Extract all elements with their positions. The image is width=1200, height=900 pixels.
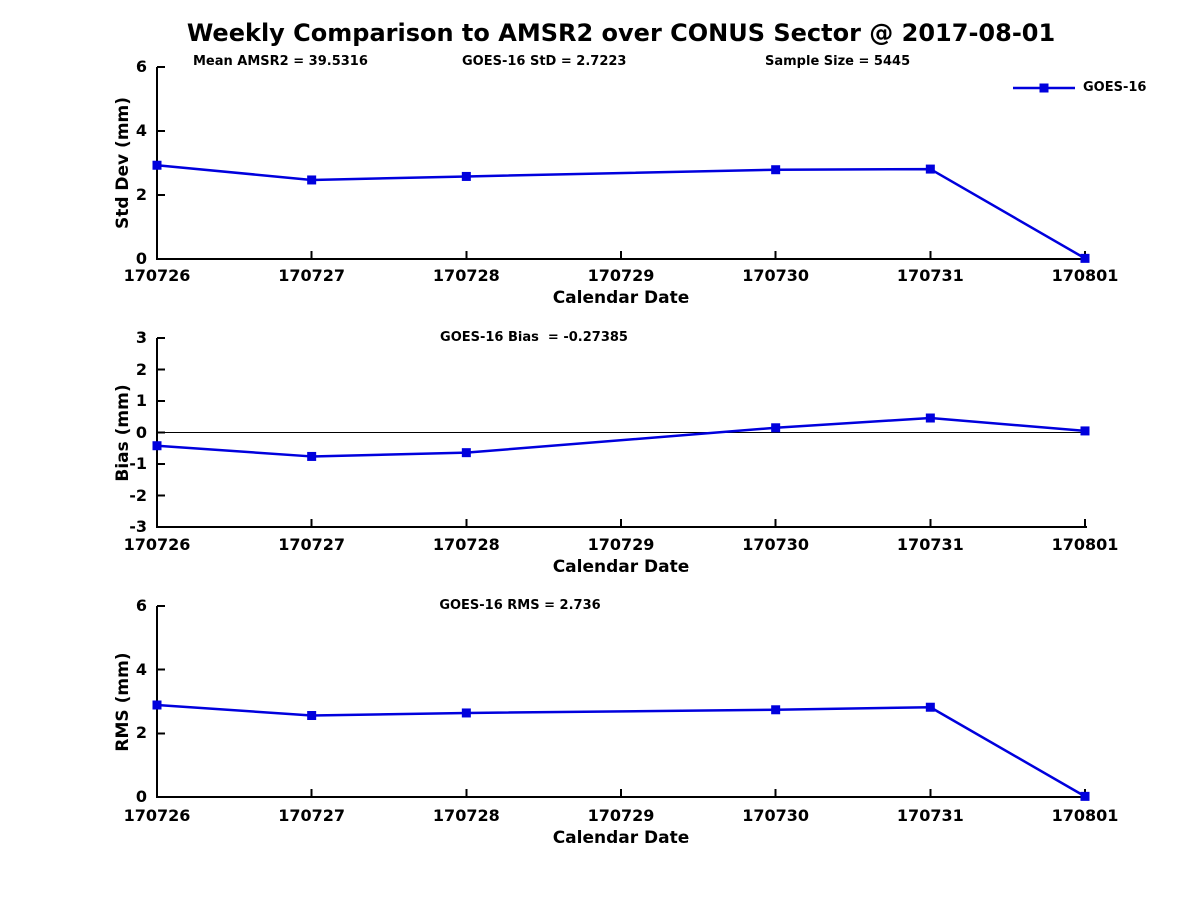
x-tick-label: 170727	[278, 806, 346, 825]
figure-title: Weekly Comparison to AMSR2 over CONUS Se…	[186, 19, 1056, 47]
data-point-marker	[307, 711, 317, 721]
y-tick-label: 1	[135, 391, 147, 410]
x-tick-label: 170801	[1051, 266, 1119, 285]
x-tick-label: 170729	[587, 266, 655, 285]
data-point-marker	[307, 451, 317, 461]
data-line-goes16	[156, 163, 1086, 260]
y-tick-label: 6	[135, 596, 147, 615]
y-tick-label: 3	[135, 328, 147, 347]
data-point-marker	[461, 171, 471, 181]
x-tick-label: 170726	[123, 806, 191, 825]
x-tick-label: 170726	[123, 535, 191, 554]
x-tick-label: 170730	[742, 806, 810, 825]
x-tick-label: 170729	[587, 535, 655, 554]
y-tick-label: -3	[129, 517, 147, 536]
data-point-marker	[152, 441, 162, 451]
data-point-marker	[1080, 426, 1090, 436]
y-tick-label: 2	[135, 185, 147, 204]
data-point-marker	[152, 160, 162, 170]
annotation-mean-amsr2: Mean AMSR2 = 39.5316	[193, 54, 368, 69]
subplot-title-rms: GOES-16 RMS = 2.736	[439, 598, 601, 613]
x-axis-label-bottom: Calendar Date	[552, 828, 690, 848]
x-axis-label-top: Calendar Date	[552, 288, 690, 308]
y-axis-label-stddev: Std Dev (mm)	[113, 96, 133, 230]
data-point-marker	[1080, 791, 1090, 801]
y-tick-label: 4	[135, 659, 147, 679]
y-tick-label: 0	[135, 249, 147, 268]
legend-line-icon	[1013, 83, 1075, 92]
data-line-goes16	[156, 416, 1086, 458]
x-tick-label: 170727	[278, 266, 346, 285]
y-tick-label: -1	[129, 454, 147, 473]
x-tick-label: 170727	[278, 535, 346, 554]
data-point-marker	[461, 448, 471, 458]
x-tick-label: 170730	[742, 266, 810, 285]
data-point-marker	[461, 708, 471, 718]
legend: GOES-16	[1012, 80, 1146, 95]
data-point-marker	[771, 423, 781, 433]
y-tick-label: 4	[135, 121, 147, 140]
x-tick-label: 170801	[1051, 535, 1119, 554]
x-tick-label: 170731	[896, 806, 964, 825]
x-tick-label: 170728	[432, 266, 500, 285]
data-point-marker	[307, 175, 317, 185]
annotation-goes16-std: GOES-16 StD = 2.7223	[462, 54, 627, 69]
data-point-marker	[925, 164, 935, 174]
data-line-goes16	[156, 703, 1086, 798]
data-point-marker	[771, 165, 781, 175]
x-tick-label: 170729	[587, 806, 655, 825]
data-point-marker	[1080, 253, 1090, 263]
annotation-sample-size: Sample Size = 5445	[765, 54, 911, 69]
x-tick-label: 170731	[896, 535, 964, 554]
data-point-marker	[925, 413, 935, 423]
y-tick-label: -2	[129, 485, 147, 505]
subplot-title-bias: GOES-16 Bias = -0.27385	[440, 330, 628, 345]
y-tick-label: 0	[135, 787, 147, 806]
x-tick-label: 170730	[742, 535, 810, 554]
x-tick-label: 170801	[1051, 806, 1119, 825]
legend-label: GOES-16	[1083, 80, 1147, 95]
x-tick-label: 170726	[123, 266, 191, 285]
y-tick-label: 6	[135, 57, 147, 76]
data-point-marker	[771, 705, 781, 715]
y-axis-label-rms: RMS (mm)	[113, 652, 133, 752]
x-tick-label: 170731	[896, 266, 964, 285]
y-tick-label: 2	[135, 723, 147, 743]
x-tick-label: 170728	[432, 806, 500, 825]
data-point-marker	[925, 702, 935, 712]
data-point-marker	[152, 700, 162, 710]
y-tick-label: 2	[135, 359, 147, 379]
x-axis-label-middle: Calendar Date	[552, 557, 690, 577]
x-tick-label: 170728	[432, 535, 500, 554]
y-tick-label: 0	[135, 422, 147, 442]
